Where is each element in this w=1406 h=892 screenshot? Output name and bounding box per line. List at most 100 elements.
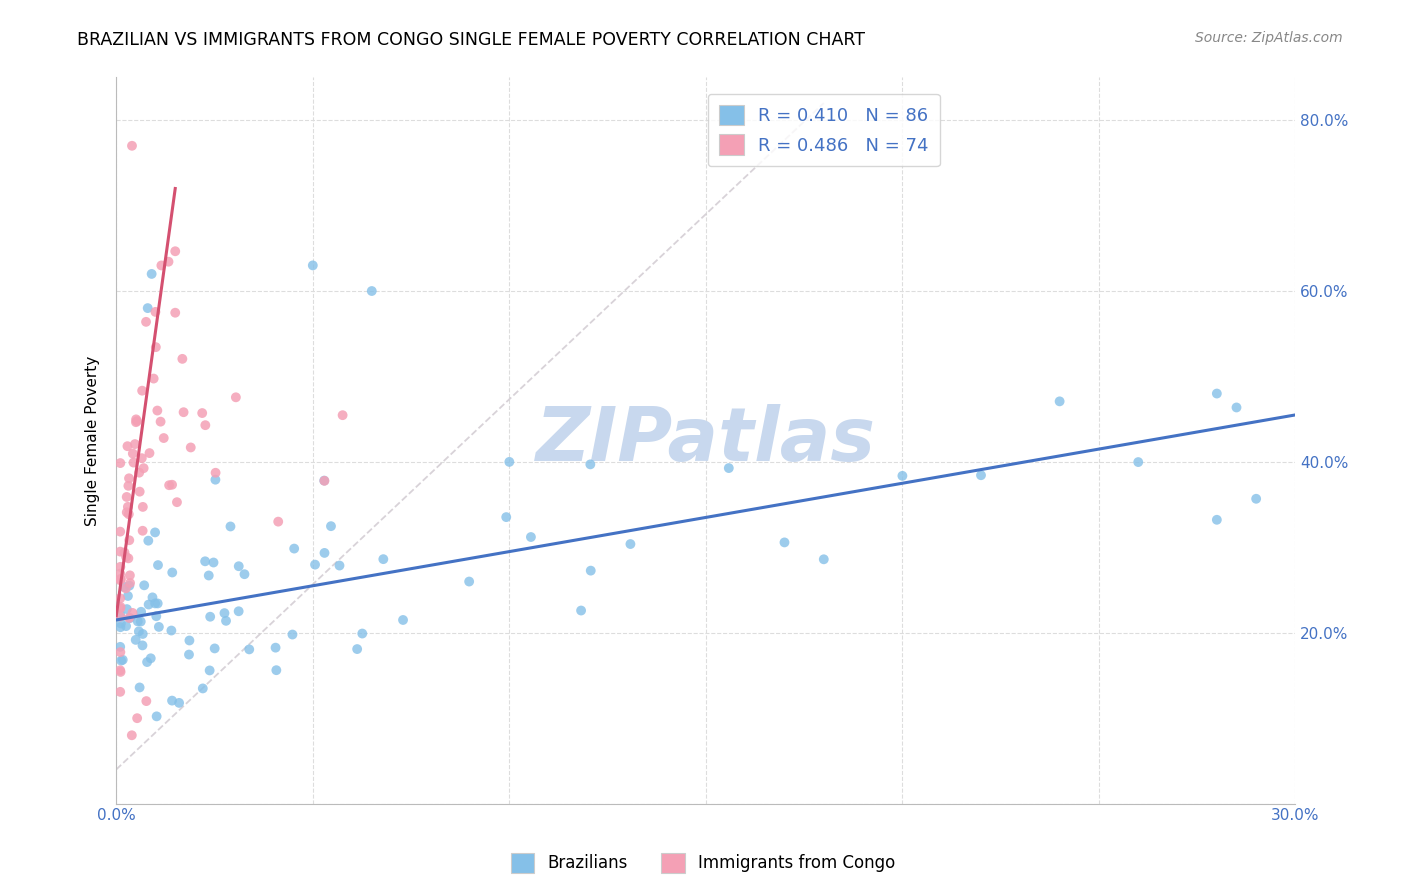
Point (1049, 394, 1071, 409)
Point (773, 535, 796, 549)
Point (198, 609, 221, 624)
Point (264, 640, 287, 655)
Point (127, 615, 149, 629)
Point (179, 633, 201, 648)
Legend: R = 0.410   N = 86, R = 0.486   N = 74: R = 0.410 N = 86, R = 0.486 N = 74 (707, 94, 939, 166)
Point (110, 572, 132, 586)
Point (121, 728, 143, 742)
Point (127, 711, 149, 725)
Point (157, 478, 180, 492)
Point (162, 566, 184, 580)
Point (202, 556, 225, 570)
Point (115, 490, 138, 504)
Point (149, 415, 172, 429)
Point (150, 259, 173, 273)
Point (108, 544, 131, 558)
Point (191, 681, 214, 696)
Point (373, 552, 395, 566)
Point (146, 403, 169, 417)
Point (392, 613, 415, 627)
Point (332, 408, 354, 422)
Point (145, 305, 167, 319)
Point (1205, 513, 1227, 527)
Point (121, 606, 143, 620)
Point (131, 451, 153, 466)
Point (717, 461, 740, 475)
Point (110, 599, 132, 614)
Point (117, 589, 139, 603)
Point (266, 663, 288, 677)
Point (228, 559, 250, 574)
Point (569, 603, 592, 617)
Point (136, 533, 159, 548)
Point (110, 456, 132, 470)
Point (128, 624, 150, 639)
Point (136, 655, 159, 669)
Text: Source: ZipAtlas.com: Source: ZipAtlas.com (1195, 31, 1343, 45)
Point (112, 580, 135, 594)
Point (141, 267, 163, 281)
Point (115, 619, 138, 633)
Point (165, 306, 187, 320)
Point (314, 546, 336, 560)
Point (1128, 455, 1150, 469)
Point (145, 709, 167, 723)
Point (120, 576, 142, 591)
Point (145, 340, 167, 354)
Point (129, 615, 152, 629)
Point (495, 510, 517, 524)
Point (125, 632, 148, 647)
Point (125, 414, 148, 428)
Point (173, 405, 195, 419)
Point (152, 431, 174, 445)
Point (1225, 401, 1247, 415)
Point (108, 591, 131, 606)
Point (225, 390, 247, 404)
Point (108, 663, 131, 677)
Point (177, 648, 200, 662)
Point (134, 578, 156, 592)
Point (128, 681, 150, 695)
Point (167, 696, 190, 710)
Point (125, 415, 148, 429)
Point (108, 640, 131, 654)
Point (121, 138, 143, 153)
Point (283, 541, 305, 556)
Point (108, 566, 131, 581)
Point (115, 549, 138, 564)
Point (114, 545, 136, 559)
Point (314, 474, 336, 488)
Point (118, 568, 141, 582)
Point (267, 515, 290, 529)
Point (108, 574, 131, 588)
Y-axis label: Single Female Poverty: Single Female Poverty (86, 355, 100, 525)
Point (619, 537, 641, 551)
Point (121, 446, 143, 460)
Point (160, 693, 183, 707)
Point (328, 558, 350, 573)
Point (157, 254, 180, 268)
Point (148, 620, 170, 634)
Point (146, 558, 169, 573)
Point (813, 552, 835, 566)
Point (197, 568, 219, 582)
Point (579, 458, 602, 472)
Point (194, 554, 217, 568)
Point (111, 653, 134, 667)
Point (319, 519, 342, 533)
Point (131, 384, 153, 398)
Point (115, 602, 138, 616)
Point (138, 598, 160, 612)
Point (108, 607, 131, 622)
Point (117, 479, 139, 493)
Point (117, 500, 139, 514)
Point (1205, 386, 1227, 401)
Point (160, 477, 183, 491)
Point (108, 609, 131, 624)
Point (204, 466, 226, 480)
Point (139, 651, 162, 665)
Point (352, 626, 374, 640)
Point (165, 244, 187, 259)
Point (108, 524, 131, 539)
Point (301, 259, 323, 273)
